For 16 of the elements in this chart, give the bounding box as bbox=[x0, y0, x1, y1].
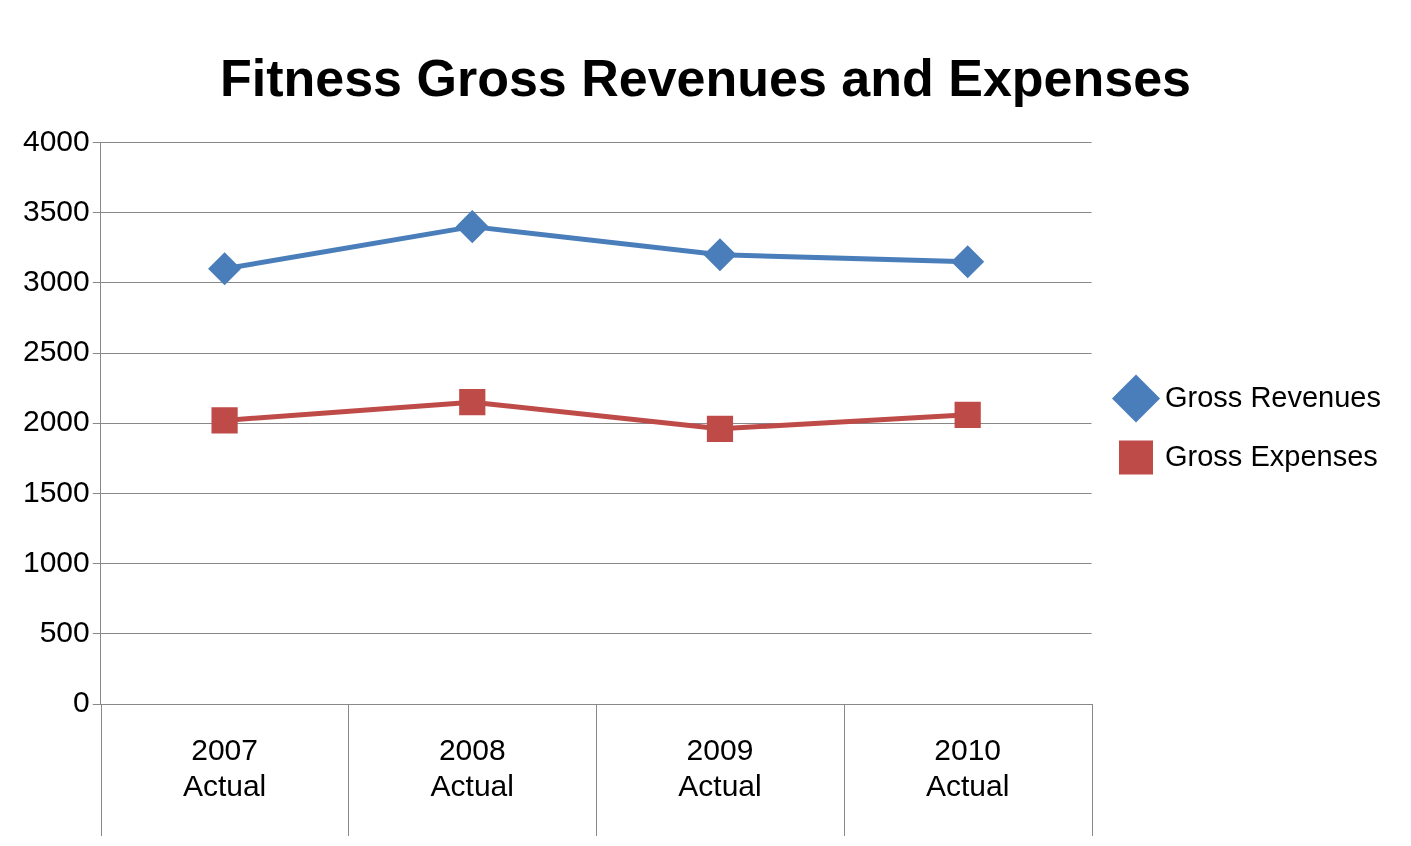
x-tick-label: 2007 Actual bbox=[182, 733, 267, 803]
y-tick-label: 2500 bbox=[22, 334, 90, 368]
x-tick-label: 2008 Actual bbox=[430, 733, 514, 803]
legend-label: Gross Expenses bbox=[1165, 439, 1378, 472]
y-tick-label: 500 bbox=[39, 615, 90, 649]
y-tick-label: 3500 bbox=[22, 193, 90, 227]
y-tick-label: 1000 bbox=[22, 544, 90, 578]
legend-label: Gross Revenues bbox=[1165, 380, 1382, 413]
y-tick-label: 3000 bbox=[22, 264, 90, 298]
y-tick-label: 1500 bbox=[22, 474, 90, 508]
y-tick-label: 0 bbox=[73, 685, 90, 719]
x-tick-label: 2009 Actual bbox=[678, 733, 762, 803]
y-tick-label: 4000 bbox=[22, 123, 90, 157]
x-tick-label: 2010 Actual bbox=[925, 733, 1010, 803]
chart-title: Fitness Gross Revenues and Expenses bbox=[219, 48, 1192, 107]
y-tick-label: 2000 bbox=[22, 404, 90, 438]
